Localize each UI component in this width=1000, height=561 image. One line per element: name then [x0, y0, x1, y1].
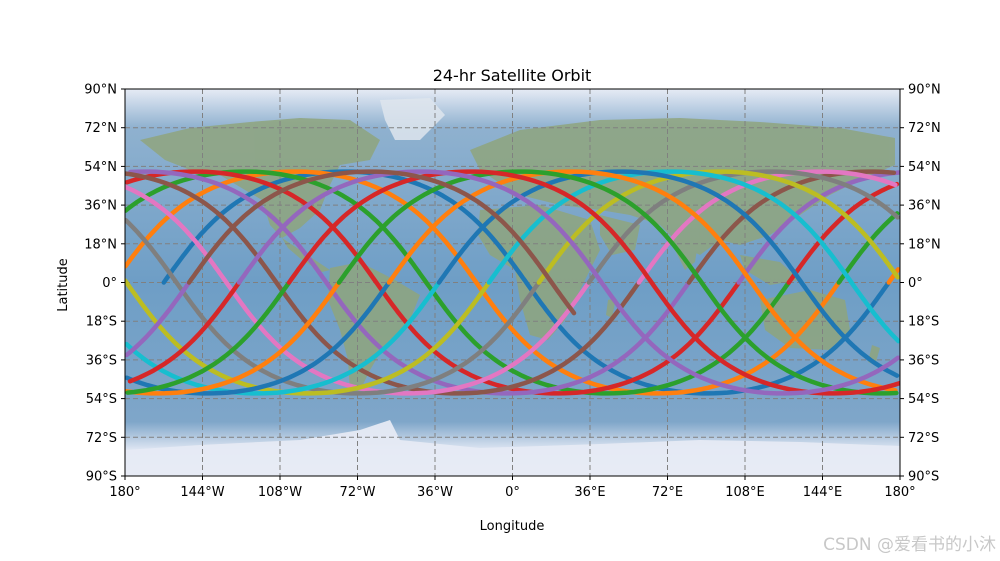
orbit-track	[536, 169, 900, 285]
landmass-madagascar	[606, 298, 616, 318]
orbit-track	[636, 169, 898, 285]
y-tick-label-left: 18°S	[86, 315, 117, 330]
watermark: CSDN @爱看书的小沐	[823, 535, 996, 555]
landmass-north-america	[140, 118, 380, 238]
x-tick-label: 144°E	[803, 485, 843, 500]
x-tick-label: 144°W	[180, 485, 224, 500]
y-tick-label-right: 72°S	[908, 431, 939, 446]
orbit-track	[486, 169, 900, 344]
orbit-track	[125, 218, 541, 396]
x-tick-label: 180°	[109, 485, 140, 500]
y-tick-label-right: 90°S	[908, 470, 939, 485]
y-tick-label-left: 90°S	[86, 470, 117, 485]
orbit-track	[125, 280, 291, 395]
orbit-track	[125, 280, 441, 396]
orbit-track	[125, 184, 591, 396]
chart-title: 24-hr Satellite Orbit	[433, 66, 592, 85]
y-tick-label-left: 36°S	[86, 353, 117, 368]
x-tick-label: 0°	[505, 485, 520, 500]
orbit-track	[836, 211, 900, 285]
y-tick-label-right: 54°S	[908, 392, 939, 407]
y-axis-label: Latitude	[56, 258, 71, 312]
y-tick-label-right: 90°N	[908, 83, 941, 98]
landmass-greenland	[380, 98, 445, 140]
y-tick-label-right: 18°S	[908, 315, 939, 330]
x-tick-label: 72°E	[652, 485, 683, 500]
y-tick-label-right: 18°N	[908, 237, 941, 252]
x-tick-label: 108°W	[258, 485, 302, 500]
orbit-track	[236, 169, 900, 396]
axis-ticks: 180° 144°W 108°W 72°W 36°W 0° 36°E 72°E 108°E 144…	[84, 83, 941, 501]
y-tick-label-left: 54°N	[84, 160, 117, 175]
y-tick-label-right: 36°N	[908, 199, 941, 214]
x-tick-label: 36°W	[417, 485, 453, 500]
x-tick-label: 108°E	[725, 485, 765, 500]
y-tick-label-left: 72°N	[84, 121, 117, 136]
orbit-track	[286, 169, 900, 396]
orbit-track	[186, 169, 577, 316]
y-tick-label-left: 90°N	[84, 83, 117, 98]
orbit-track	[336, 169, 899, 396]
x-axis-label: Longitude	[480, 519, 545, 534]
orbit-track	[125, 280, 191, 358]
y-tick-label-left: 18°N	[84, 237, 117, 252]
y-tick-label-left: 0°	[102, 276, 117, 291]
landmass-arabia	[600, 215, 640, 255]
orbit-track	[125, 171, 641, 396]
y-tick-label-left: 54°S	[86, 392, 117, 407]
x-tick-label: 72°W	[340, 485, 376, 500]
orbit-track	[125, 278, 491, 396]
orbit-track	[127, 280, 241, 384]
orbit-tracks	[125, 169, 900, 396]
orbit-track	[125, 169, 791, 396]
orbit-track	[386, 169, 898, 393]
x-tick-label: 180°	[884, 485, 915, 500]
landmass-australia	[760, 290, 850, 350]
y-tick-label-left: 72°S	[86, 431, 117, 446]
y-tick-label-right: 54°N	[908, 160, 941, 175]
y-tick-label-right: 72°N	[908, 121, 941, 136]
x-tick-label: 36°E	[574, 485, 605, 500]
grid-lines	[125, 89, 900, 476]
orbit-track	[886, 267, 900, 285]
y-tick-label-right: 36°S	[908, 353, 939, 368]
y-tick-label-left: 36°N	[84, 199, 117, 214]
orbit-track	[586, 169, 900, 285]
orbit-track	[125, 280, 341, 396]
y-tick-label-right: 0°	[908, 276, 923, 291]
landmass-india	[670, 230, 700, 270]
landmass-antarctica	[125, 420, 900, 476]
orbit-track	[436, 169, 900, 378]
